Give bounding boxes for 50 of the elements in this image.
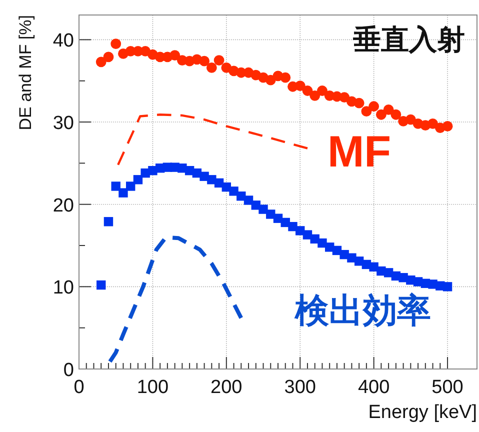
- point: [244, 196, 254, 205]
- point: [442, 282, 452, 292]
- point: [390, 109, 402, 120]
- point: [302, 230, 312, 240]
- point: [302, 86, 313, 96]
- line-series: [116, 114, 309, 166]
- point: [361, 106, 372, 117]
- y-tick-label: 40: [52, 30, 74, 52]
- x-tick-label: 200: [210, 377, 242, 398]
- point: [368, 101, 380, 112]
- point: [103, 52, 114, 62]
- y-tick-label: 0: [63, 360, 74, 381]
- point: [229, 186, 238, 196]
- point: [206, 62, 217, 73]
- point: [104, 217, 114, 226]
- y-axis-title: DE and MF [%]: [16, 15, 35, 130]
- point: [110, 38, 122, 50]
- point: [376, 109, 386, 120]
- x-tick-label: 300: [284, 377, 316, 398]
- point: [273, 214, 283, 223]
- series-label: 検出効率: [294, 292, 432, 330]
- point: [133, 175, 143, 184]
- point: [294, 80, 306, 91]
- point: [170, 50, 180, 61]
- point: [317, 86, 328, 96]
- point: [118, 188, 128, 198]
- x-axis-title: Energy [keV]: [368, 402, 477, 423]
- point: [111, 182, 120, 191]
- x-tick-label: 500: [432, 377, 464, 398]
- point: [126, 182, 136, 191]
- series-label: MF: [327, 127, 392, 176]
- point: [96, 56, 106, 68]
- y-tick-label: 20: [52, 195, 74, 216]
- point: [280, 72, 291, 83]
- point: [383, 104, 394, 115]
- point: [442, 120, 453, 132]
- y-tick-label: 10: [52, 278, 74, 299]
- x-tick-label: 400: [358, 377, 390, 398]
- annotation: 垂直入射: [352, 24, 465, 55]
- y-tick-label: 30: [52, 113, 74, 134]
- x-tick-label: 100: [136, 377, 169, 398]
- point: [428, 118, 438, 129]
- point: [354, 98, 364, 108]
- point: [199, 56, 210, 66]
- point: [96, 280, 106, 290]
- point: [258, 204, 268, 214]
- line-series: [108, 235, 244, 364]
- point: [339, 92, 350, 103]
- point: [214, 55, 224, 66]
- point: [310, 90, 320, 101]
